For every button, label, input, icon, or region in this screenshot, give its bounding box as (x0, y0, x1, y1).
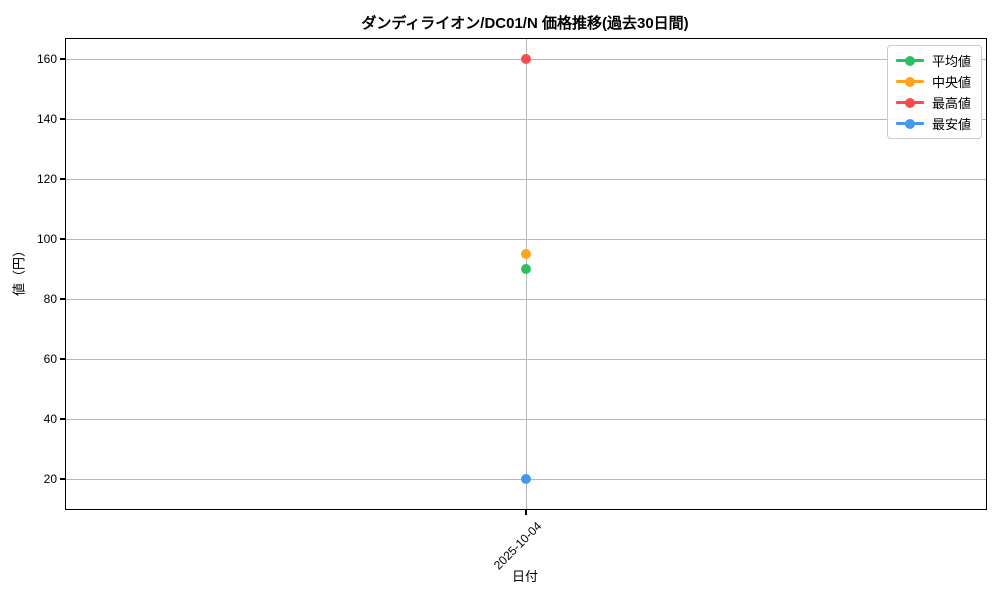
x-axis-label: 日付 (511, 569, 539, 584)
y-tick-label: 80 (43, 292, 57, 307)
legend-item-max: 最高値 (895, 94, 971, 111)
y-tick-60 (60, 358, 65, 360)
y-tick-label: 100 (36, 232, 57, 247)
marker-max (521, 54, 531, 65)
legend-item-median: 中央値 (895, 73, 971, 90)
marker-median (521, 249, 531, 260)
legend-dot-icon (904, 118, 915, 129)
x-tick-label: 2025-10-04 (490, 519, 544, 573)
plot-area: 平均値中央値最高値最安値 20 40 60 80 100 120 140 160 2025-10… (37, 38, 987, 572)
y-tick-80 (60, 298, 65, 300)
chart-title: ダンディライオン/DC01/N 価格推移(過去30日間) (361, 15, 689, 32)
y-tick-100 (60, 238, 65, 240)
legend-dot-icon (904, 55, 915, 66)
legend-item-avg: 平均値 (895, 52, 971, 69)
y-tick-label: 140 (36, 112, 57, 127)
legend-item-min: 最安値 (895, 115, 971, 132)
legend-line-marker-icon (895, 55, 924, 66)
y-tick-label: 120 (36, 172, 57, 187)
y-tick-20 (60, 478, 65, 480)
legend: 平均値中央値最高値最安値 (886, 45, 982, 139)
legend-dot-icon (904, 76, 915, 87)
y-axis-label: 値（円） (11, 243, 27, 297)
y-tick-160 (60, 58, 65, 60)
y-tick-120 (60, 178, 65, 180)
legend-dot-icon (904, 97, 915, 108)
y-tick-label: 20 (43, 472, 57, 486)
y-tick-140 (60, 118, 65, 120)
y-tick-40 (60, 418, 65, 420)
legend-label: 最安値 (931, 117, 971, 132)
legend-label: 最高値 (931, 96, 971, 111)
marker-avg (521, 264, 531, 275)
legend-label: 中央値 (931, 75, 971, 90)
legend-label: 平均値 (931, 54, 971, 69)
legend-line-marker-icon (895, 118, 924, 129)
legend-line-marker-icon (895, 76, 924, 87)
y-tick-label: 60 (43, 352, 57, 367)
y-tick-label: 160 (36, 52, 57, 67)
x-tick-2025-10-04 (525, 510, 527, 515)
marker-min (521, 474, 531, 484)
legend-line-marker-icon (895, 97, 924, 108)
y-tick-label: 40 (43, 412, 57, 427)
